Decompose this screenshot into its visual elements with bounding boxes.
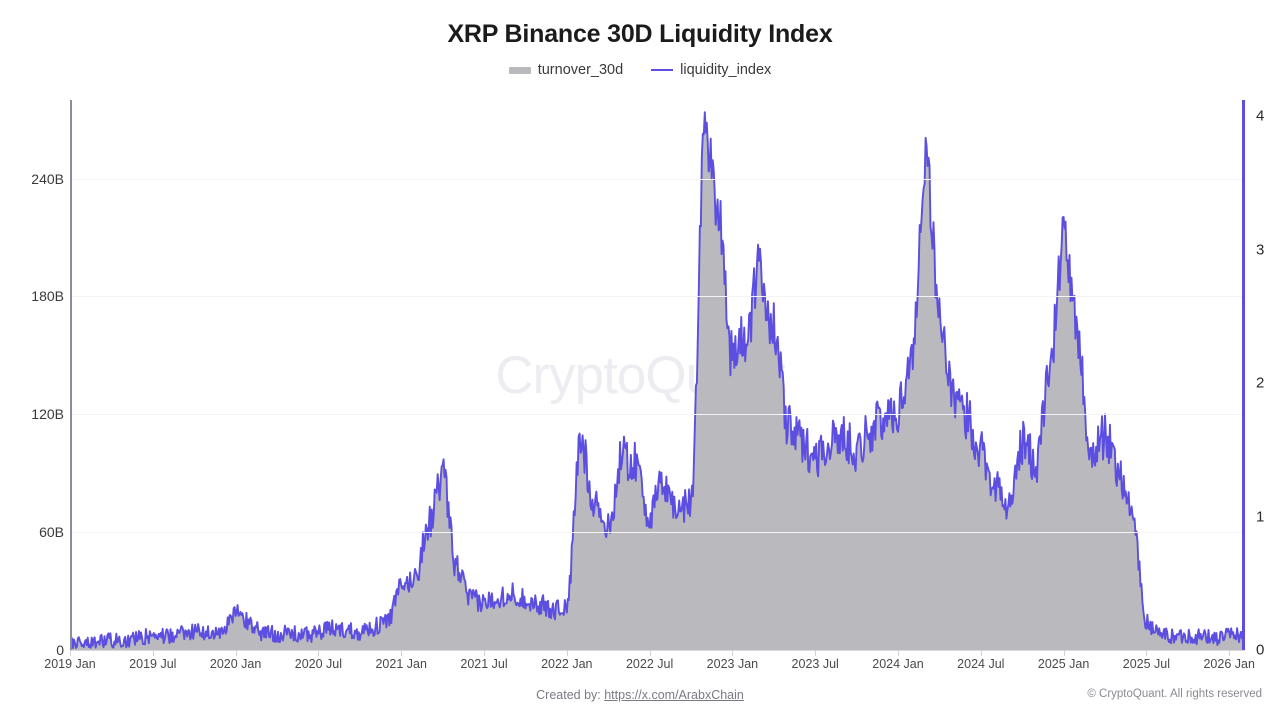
x-axis-tick-label: 2019 Jan: [44, 657, 96, 671]
turnover-30d-area: [70, 112, 1243, 650]
y-axis-left-tick-label: 120B: [31, 406, 64, 423]
x-axis-tick-label: 2023 Jul: [791, 657, 839, 671]
liquidity-index-line: [70, 111, 1243, 649]
x-axis-tick-label: 2023 Jan: [706, 657, 759, 671]
x-axis-tick-label: 2026 Jan: [1203, 657, 1255, 671]
y-axis-left-line: [70, 100, 72, 651]
x-axis-tick-label: 2019 Jul: [129, 657, 177, 671]
x-axis-tick-mark: [401, 650, 403, 656]
legend-item-liquidity[interactable]: liquidity_index: [651, 62, 771, 78]
gridlines: [70, 100, 1243, 650]
footer-copyright: © CryptoQuant. All rights reserved: [1087, 688, 1262, 700]
x-axis-tick-label: 2024 Jan: [872, 657, 924, 671]
x-axis-tick-label: 2022 Jan: [541, 657, 593, 671]
x-axis-tick-mark: [1229, 650, 1231, 656]
series-canvas: [70, 111, 1243, 650]
page-title: XRP Binance 30D Liquidity Index: [447, 20, 833, 48]
x-axis-tick-mark: [1063, 650, 1065, 656]
gridline: [70, 414, 1243, 416]
x-axis-tick-label: 2025 Jul: [1122, 657, 1171, 671]
gridline: [70, 296, 1243, 298]
legend-swatch-line-icon: [651, 69, 674, 71]
plot-area: [70, 100, 1243, 650]
x-axis-tick-mark: [649, 650, 651, 656]
y-axis-left-tick-label: 60B: [39, 524, 64, 541]
x-axis-tick-mark: [70, 650, 71, 656]
y-axis-right-line: [1242, 100, 1245, 651]
x-axis-tick-label: 2022 Jul: [625, 657, 674, 671]
chart-legend: turnover_30d liquidity_index: [0, 62, 1280, 78]
legend-swatch-area-icon: [508, 66, 531, 74]
x-axis-tick-label: 2020 Jan: [209, 657, 262, 671]
x-axis-tick-label: 2020 Jul: [294, 657, 343, 671]
legend-label-turnover: turnover_30d: [537, 62, 624, 78]
x-axis-tick-mark: [980, 650, 982, 656]
x-axis-tick-mark: [815, 650, 817, 656]
x-axis-tick-mark: [1146, 650, 1148, 656]
y-axis-left-tick-label: 180B: [31, 288, 64, 305]
x-axis-line: [70, 650, 1245, 651]
footer-created-prefix: Created by:: [536, 688, 605, 702]
x-axis-tick-label: 2024 Jul: [957, 657, 1005, 671]
footer: Created by: https://x.com/ArabxChain © C…: [0, 688, 1280, 712]
legend-label-liquidity: liquidity_index: [680, 62, 772, 78]
y-axis-right-tick-label: 4: [1256, 107, 1265, 125]
footer-created-by: Created by: https://x.com/ArabxChain: [536, 688, 744, 702]
footer-author-link[interactable]: https://x.com/ArabxChain: [604, 688, 744, 702]
x-axis-tick-label: 2021 Jul: [460, 657, 508, 671]
y-axis-left-tick-label: 240B: [31, 170, 64, 187]
y-axis-left-tick-label: 0: [56, 642, 64, 658]
x-axis-tick-mark: [235, 650, 237, 656]
gridline: [70, 178, 1243, 180]
x-axis-tick-mark: [318, 650, 320, 656]
y-axis-right-tick-label: 3: [1256, 241, 1265, 258]
x-axis-tick-mark: [898, 650, 899, 656]
y-axis-right-tick-label: 1: [1256, 508, 1265, 525]
x-axis-tick-mark: [152, 650, 154, 656]
x-axis-tick-label: 2021 Jan: [375, 657, 427, 671]
y-axis-right-tick-label: 2: [1256, 374, 1265, 392]
x-axis-tick-label: 2025 Jan: [1037, 657, 1090, 671]
x-axis-tick-mark: [732, 650, 734, 656]
legend-item-turnover[interactable]: turnover_30d: [508, 62, 624, 78]
gridline: [70, 532, 1243, 534]
x-axis-tick-mark: [566, 650, 568, 656]
y-axis-right-tick-label: 0: [1256, 641, 1265, 659]
x-axis-tick-mark: [484, 650, 485, 656]
